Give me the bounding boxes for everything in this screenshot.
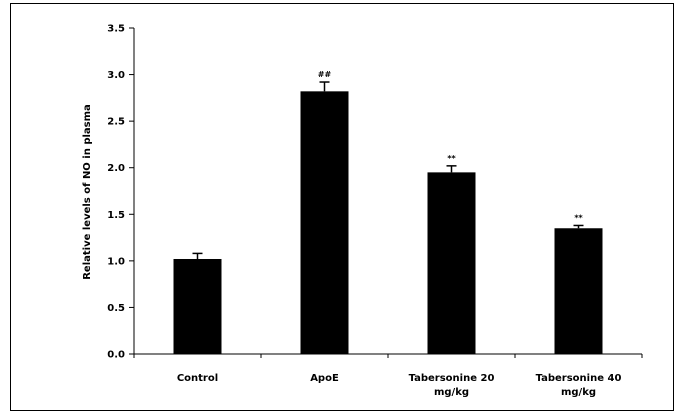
y-tick-label: 1.5 xyxy=(107,210,125,221)
y-tick-label: 1.0 xyxy=(107,256,125,267)
y-axis-title: Relative levels of NO in plasma xyxy=(82,104,93,280)
y-tick-label: 0.0 xyxy=(107,350,125,361)
x-category-label: mg/kg xyxy=(561,387,596,398)
x-category-label: ApoE xyxy=(310,373,339,384)
significance-label: ## xyxy=(318,70,332,79)
y-tick-label: 3.5 xyxy=(107,24,125,35)
y-tick-label: 2.0 xyxy=(107,163,125,174)
bar xyxy=(300,91,349,354)
x-category-label: mg/kg xyxy=(434,387,469,398)
y-tick-label: 2.5 xyxy=(107,117,125,128)
x-category-label: Tabersonine 20 xyxy=(409,373,495,384)
category-labels: Control ApoE Tabersonine 20 mg/kg Tabersonin… xyxy=(177,373,622,398)
y-tick-label: 3.0 xyxy=(107,70,125,81)
bars: ## ** ** xyxy=(173,70,603,354)
bar xyxy=(554,228,603,354)
significance-label: ** xyxy=(574,213,583,222)
x-category-label: Tabersonine 40 xyxy=(536,373,622,384)
bar xyxy=(173,258,222,354)
significance-label: ** xyxy=(447,154,456,163)
y-tick-label: 0.5 xyxy=(107,303,125,314)
bar xyxy=(427,172,476,354)
x-category-label: Control xyxy=(177,373,218,384)
